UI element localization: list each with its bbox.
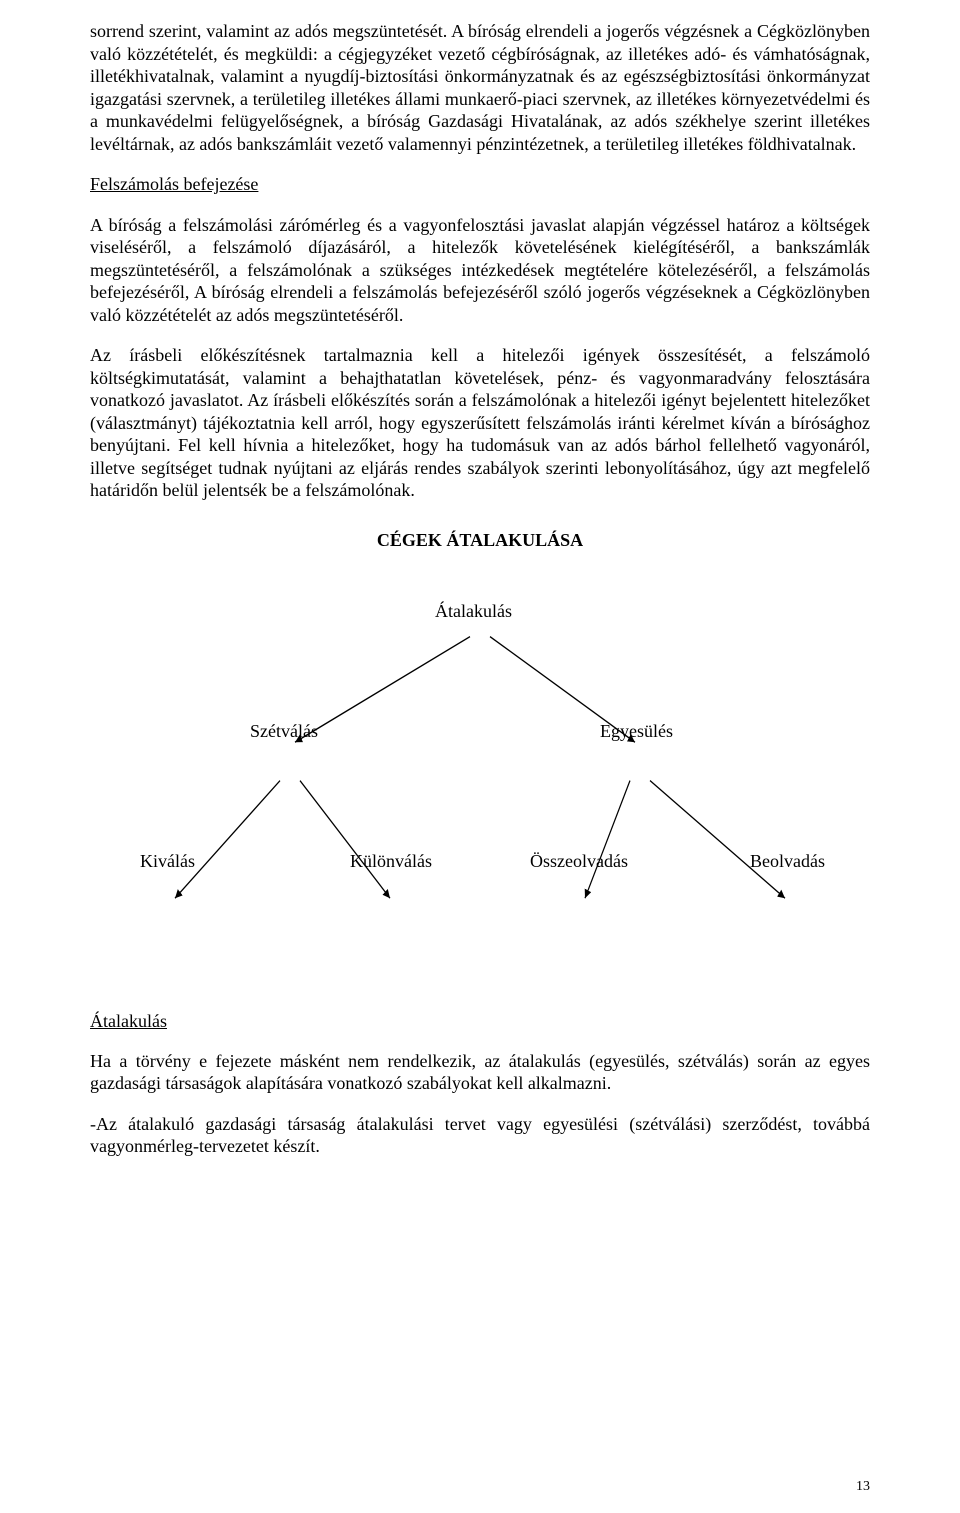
node-atalakulas: Átalakulás — [435, 601, 512, 622]
node-osszeolvadas: Összeolvadás — [530, 851, 628, 872]
node-egyesules: Egyesülés — [600, 721, 673, 742]
paragraph-5: -Az átalakuló gazdasági társaság átalaku… — [90, 1113, 870, 1158]
diagram-svg — [90, 591, 870, 951]
node-szetvalas: Szétválás — [250, 721, 318, 742]
paragraph-4: Ha a törvény e fejezete másként nem rend… — [90, 1050, 870, 1095]
node-kulonvalas: Különválás — [350, 851, 432, 872]
page-number: 13 — [856, 1479, 870, 1495]
paragraph-3: Az írásbeli előkészítésnek tartalmaznia … — [90, 344, 870, 502]
node-beolvadas: Beolvadás — [750, 851, 825, 872]
subheading-atalakulas: Átalakulás — [90, 1011, 870, 1032]
paragraph-1: sorrend szerint, valamint az adós megszü… — [90, 20, 870, 155]
transformation-diagram: Átalakulás Szétválás Egyesülés Kiválás K… — [90, 591, 870, 951]
node-kivalas: Kiválás — [140, 851, 195, 872]
page: sorrend szerint, valamint az adós megszü… — [0, 0, 960, 1513]
heading-felszamolas: Felszámolás befejezése — [90, 173, 870, 196]
paragraph-2: A bíróság a felszámolási zárómérleg és a… — [90, 214, 870, 327]
section-title: CÉGEK ÁTALAKULÁSA — [90, 530, 870, 551]
